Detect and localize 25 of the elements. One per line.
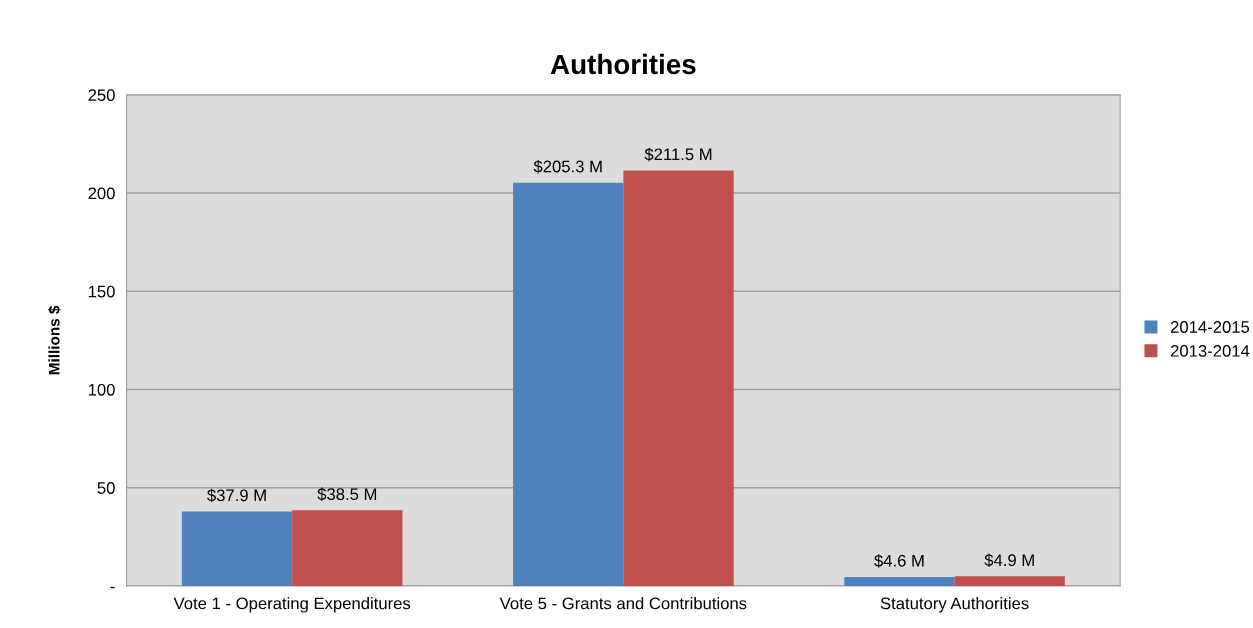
bar xyxy=(181,511,293,586)
data-label: $38.5 M xyxy=(317,487,377,502)
bar xyxy=(623,170,734,586)
legend-label: 2013-2014 xyxy=(1170,344,1250,357)
y-tick-label: 250 xyxy=(88,89,115,102)
y-tick-label: 200 xyxy=(88,187,115,200)
x-tick-label: Statutory Authorities xyxy=(880,597,1029,613)
data-label: $4.9 M xyxy=(984,553,1034,568)
x-tick-label: Vote 1 - Operating Expenditures xyxy=(173,597,411,613)
chart-title: Authorities xyxy=(550,53,696,75)
bar xyxy=(292,510,403,586)
bar xyxy=(513,182,624,586)
x-tick-label: Vote 5 - Grants and Contributions xyxy=(499,597,747,610)
y-tick-label: 50 xyxy=(97,482,115,494)
y-tick-label: 150 xyxy=(88,285,115,298)
y-tick-label: 100 xyxy=(88,383,115,396)
data-label: $205.3 M xyxy=(533,159,602,174)
data-label: $37.9 M xyxy=(207,488,266,503)
data-label: $4.6 M xyxy=(874,554,924,568)
bar xyxy=(844,576,955,586)
bar xyxy=(954,576,1065,586)
y-tick-label: - xyxy=(110,586,115,589)
legend-label: 2014-2015 xyxy=(1170,321,1250,333)
data-label: $211.5 M xyxy=(644,147,712,162)
y-axis-title: Millions $ xyxy=(48,305,61,375)
